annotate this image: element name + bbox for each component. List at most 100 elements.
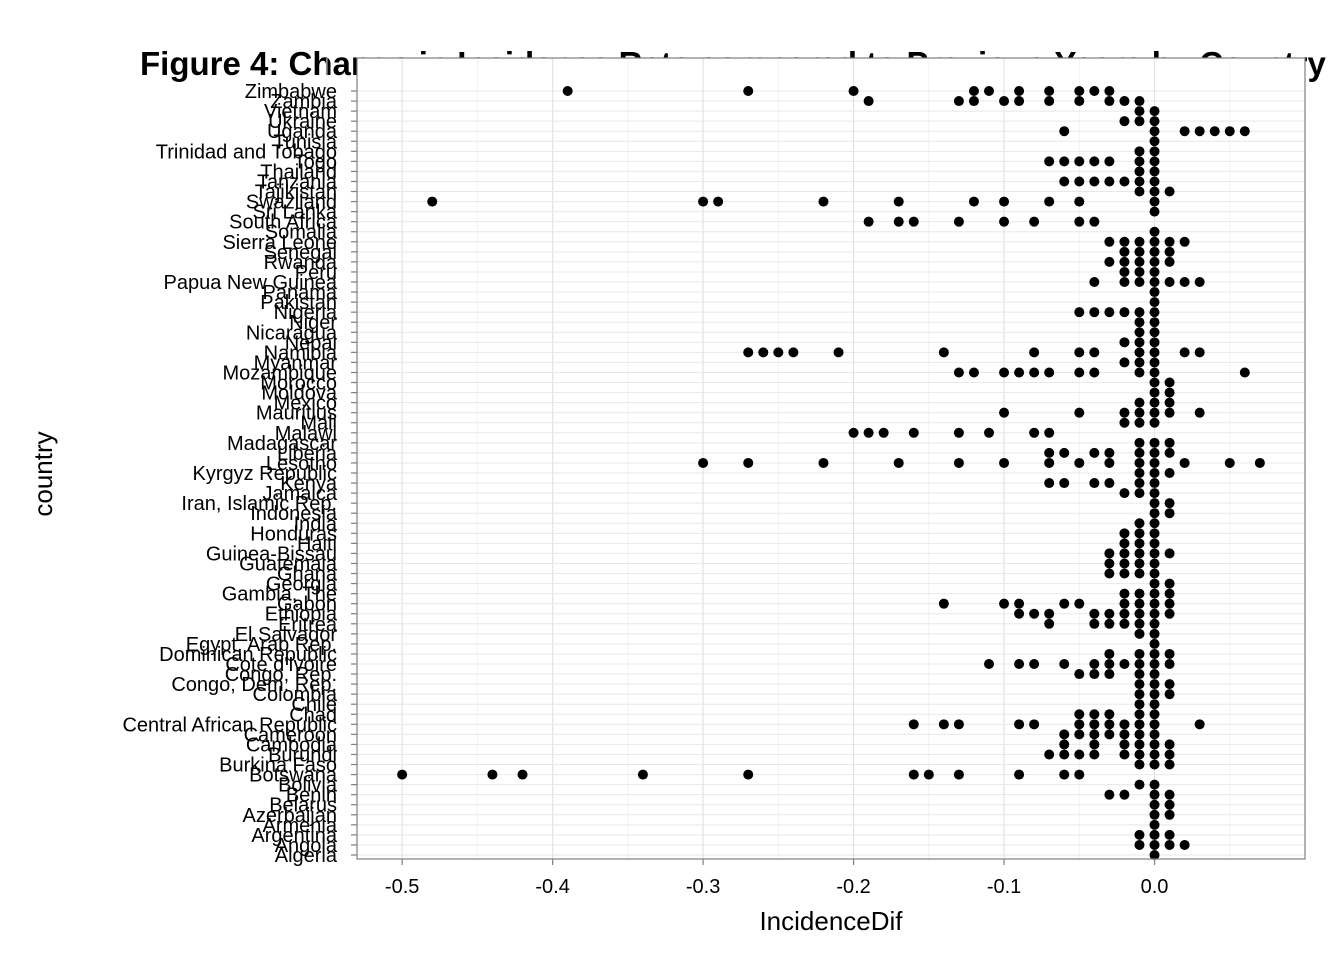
y-tick-label: Vietnam	[264, 101, 337, 123]
data-point	[968, 96, 979, 107]
data-point	[1104, 447, 1115, 458]
data-point	[1149, 578, 1160, 589]
data-point	[1164, 256, 1175, 267]
data-point	[1119, 659, 1130, 669]
data-point	[1014, 719, 1025, 730]
data-point	[1179, 126, 1190, 137]
y-tick-label: Bolivia	[278, 775, 338, 797]
data-point	[1194, 126, 1205, 137]
data-point	[938, 719, 949, 730]
x-tick-label: -0.3	[686, 876, 720, 898]
y-tick-label: Senegal	[264, 242, 337, 264]
data-point	[1074, 407, 1085, 418]
data-point	[1164, 377, 1175, 388]
y-tick-label: Mauritius	[256, 403, 337, 425]
data-point	[1029, 216, 1040, 227]
data-point	[1134, 618, 1145, 629]
y-tick-label: Chile	[291, 694, 337, 716]
data-point	[1089, 729, 1100, 740]
data-point	[1134, 689, 1145, 700]
data-point	[1089, 749, 1100, 760]
data-point	[1074, 176, 1085, 187]
data-point	[999, 96, 1010, 107]
data-point	[1044, 749, 1055, 760]
data-point	[1149, 457, 1160, 468]
y-tick-label: Malawi	[275, 423, 337, 445]
data-point	[1134, 829, 1145, 840]
data-point	[953, 96, 964, 107]
data-point	[1134, 528, 1145, 539]
y-tick-label: Jamaica	[263, 483, 338, 505]
x-tick-label: -0.1	[987, 876, 1021, 898]
y-tick-label: Myanmar	[254, 352, 338, 374]
data-point	[1074, 216, 1085, 227]
data-point	[1134, 367, 1145, 378]
data-point	[1149, 317, 1160, 328]
data-point	[953, 427, 964, 438]
data-point	[1149, 236, 1160, 247]
data-point	[1149, 598, 1160, 609]
data-point	[1134, 839, 1145, 850]
data-point	[1134, 518, 1145, 529]
data-point	[1224, 457, 1235, 468]
data-point	[1059, 729, 1070, 740]
data-point	[1194, 347, 1205, 358]
x-axis-ticks: -0.5 -0.4 -0.3 -0.2 -0.1 0.0	[385, 859, 1168, 898]
data-point	[1074, 598, 1085, 609]
data-point	[953, 367, 964, 378]
data-point	[1254, 457, 1265, 468]
y-tick-label: Nepal	[285, 332, 337, 354]
data-point	[1149, 689, 1160, 700]
data-point	[743, 769, 754, 780]
y-tick-label: Pakistan	[260, 292, 337, 314]
data-point	[1134, 417, 1145, 428]
y-tick-label: Swaziland	[246, 192, 337, 214]
data-point	[1134, 256, 1145, 267]
data-point	[1164, 277, 1175, 287]
data-point	[1134, 156, 1145, 167]
y-tick-label: Eritrea	[278, 614, 338, 636]
data-point	[1134, 266, 1145, 277]
data-point	[1134, 779, 1145, 790]
data-point	[1164, 498, 1175, 509]
data-point	[818, 457, 829, 468]
data-point	[1089, 86, 1100, 96]
y-tick-label: Kyrgyz Republic	[192, 463, 337, 485]
data-point	[1164, 659, 1175, 669]
data-point	[1134, 407, 1145, 418]
y-tick-label: Mexico	[274, 393, 337, 415]
data-point	[1149, 850, 1160, 860]
data-point	[487, 769, 498, 780]
data-point	[1164, 679, 1175, 690]
data-point	[517, 769, 528, 780]
y-tick-label: Cameroon	[244, 724, 337, 746]
y-tick-label: Nicaragua	[246, 322, 338, 344]
data-point	[1044, 96, 1055, 107]
data-point	[923, 769, 934, 780]
data-point	[953, 457, 964, 468]
data-point	[788, 347, 799, 358]
data-point	[1164, 588, 1175, 599]
y-tick-label: Ghana	[277, 564, 338, 586]
data-point	[1074, 749, 1085, 760]
data-point	[1089, 659, 1100, 669]
data-point	[1164, 608, 1175, 619]
data-point	[1149, 307, 1160, 318]
data-point	[1149, 226, 1160, 237]
data-point	[1149, 638, 1160, 649]
y-tick-label: India	[294, 513, 338, 535]
data-point	[1149, 669, 1160, 680]
y-tick-label: Ethiopia	[265, 604, 338, 626]
data-point	[893, 216, 904, 227]
data-point	[1119, 246, 1130, 257]
data-point	[1149, 839, 1160, 850]
y-tick-label: Liberia	[277, 443, 338, 465]
data-point	[1104, 156, 1115, 167]
data-point	[1104, 648, 1115, 659]
data-point	[1074, 156, 1085, 167]
data-point	[698, 457, 709, 468]
data-point	[1134, 447, 1145, 458]
data-point	[1014, 96, 1025, 107]
data-point	[1149, 648, 1160, 659]
data-point	[1074, 367, 1085, 378]
